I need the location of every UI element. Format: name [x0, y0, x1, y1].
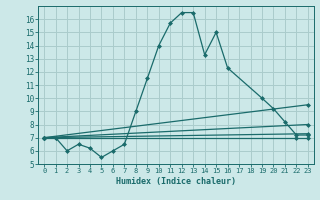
X-axis label: Humidex (Indice chaleur): Humidex (Indice chaleur) [116, 177, 236, 186]
